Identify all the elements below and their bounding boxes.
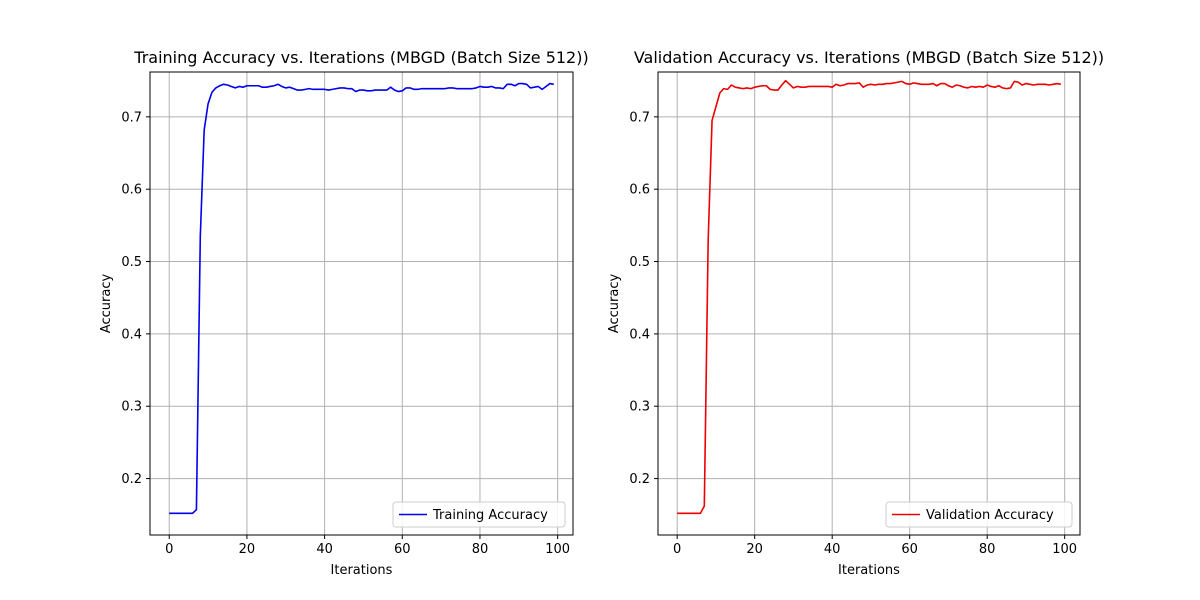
validation-chart-y-tick-label: 0.7 xyxy=(629,110,650,125)
training-chart-y-tick-label: 0.2 xyxy=(121,472,142,487)
training-chart-legend-label: Training Accuracy xyxy=(432,508,548,523)
validation-chart-x-tick-label: 0 xyxy=(673,542,681,557)
training-chart-title: Training Accuracy vs. Iterations (MBGD (… xyxy=(133,48,588,67)
validation-chart-y-tick-label: 0.4 xyxy=(629,327,650,342)
validation-chart-legend xyxy=(885,501,1073,528)
training-chart-y-axis-label: Accuracy xyxy=(99,274,114,334)
training-chart-x-tick-label: 20 xyxy=(239,542,256,557)
training-chart-x-tick-label: 60 xyxy=(394,542,411,557)
training-chart-x-tick-label: 80 xyxy=(472,542,489,557)
validation-chart-plot-frame xyxy=(657,71,1081,536)
training-chart-series-line xyxy=(169,82,554,515)
training-chart-plot-frame xyxy=(149,71,574,536)
training-chart-legend xyxy=(392,501,566,528)
training-chart-y-tick-label: 0.4 xyxy=(121,327,142,342)
validation-chart-legend-label: Validation Accuracy xyxy=(926,508,1054,523)
validation-chart-y-tick-label: 0.3 xyxy=(629,400,650,415)
validation-chart-y-tick-label: 0.6 xyxy=(629,183,650,198)
validation-chart-x-tick-label: 100 xyxy=(1052,542,1077,557)
validation-chart-x-axis-label: Iterations xyxy=(838,563,900,578)
training-chart-y-tick-label: 0.6 xyxy=(121,183,142,198)
validation-chart-title: Validation Accuracy vs. Iterations (MBGD… xyxy=(634,48,1104,67)
training-chart-y-tick-label: 0.3 xyxy=(121,400,142,415)
training-chart-x-tick-label: 40 xyxy=(316,542,333,557)
validation-chart-x-tick-label: 80 xyxy=(979,542,996,557)
validation-chart-x-tick-label: 20 xyxy=(746,542,763,557)
validation-chart-y-tick-label: 0.5 xyxy=(629,255,650,270)
training-chart-x-axis-label: Iterations xyxy=(331,563,393,578)
validation-chart-y-axis-label: Accuracy xyxy=(607,274,622,334)
training-chart-x-tick-label: 0 xyxy=(165,542,173,557)
training-chart-y-tick-label: 0.5 xyxy=(121,255,142,270)
training-chart-y-tick-label: 0.7 xyxy=(121,110,142,125)
validation-chart-series-line xyxy=(677,79,1061,515)
validation-chart-x-tick-label: 40 xyxy=(824,542,841,557)
validation-chart-x-tick-label: 60 xyxy=(901,542,918,557)
training-chart-x-tick-label: 100 xyxy=(545,542,570,557)
validation-chart-y-tick-label: 0.2 xyxy=(629,472,650,487)
